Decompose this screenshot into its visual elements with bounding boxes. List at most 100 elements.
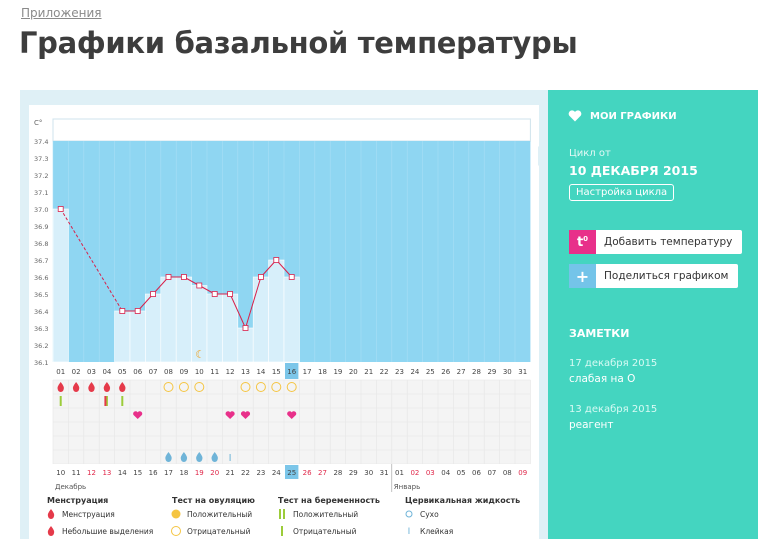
day-number-label: 17 [303, 368, 312, 376]
y-tick-label: 36.5 [34, 291, 48, 299]
temperature-chart[interactable]: С° 37.4 37.3 37.2 37.1 37.0 36.9 36.8 36.7 36.6 36… [29, 105, 539, 539]
cervical-fluid-drop-icon [165, 452, 172, 462]
date-label: 06 [472, 469, 481, 477]
cervical-sticky-icon: I [229, 453, 232, 464]
y-tick-label: 36.6 [34, 274, 48, 282]
breadcrumb[interactable]: Приложения [21, 6, 102, 20]
note-text[interactable]: слабая на О [569, 373, 636, 385]
y-tick-label: 36.9 [34, 223, 48, 231]
y-tick-label: 36.3 [34, 325, 48, 333]
page-title: Графики базальной температуры [19, 26, 578, 60]
temp-point [227, 291, 234, 297]
legend-title: Цервикальная жидкость [405, 496, 520, 505]
date-label: 17 [164, 469, 173, 477]
notes-title: ЗАМЕТКИ [569, 327, 630, 340]
ovulation-negative-icon [240, 382, 251, 392]
date-label: 23 [256, 469, 265, 477]
month-label: Январь [394, 483, 420, 491]
ovulation-negative-icon [178, 382, 189, 392]
temp-point [57, 206, 64, 212]
date-label: 19 [195, 469, 204, 477]
cycle-label: Цикл от [569, 148, 611, 159]
date-label: 31 [380, 469, 389, 477]
share-graph-button[interactable]: + Поделиться графиком [569, 264, 739, 288]
day-number-label: 14 [256, 368, 265, 376]
day-number-label: 06 [133, 368, 142, 376]
pregnancy-negative-icon [59, 396, 62, 406]
moon-icon: ☾ [195, 348, 205, 361]
temp-bar [145, 293, 162, 363]
cycle-settings-button[interactable]: Настройка цикла [569, 184, 675, 201]
pregnancy-negative-icon [105, 396, 108, 406]
day-number-label: 18 [318, 368, 327, 376]
y-tick-label: 36.1 [34, 359, 48, 367]
temp-line-segment [245, 276, 262, 329]
light-discharge-drop-icon [119, 382, 126, 392]
legend-drop-icon [47, 526, 55, 536]
day-number-label: 16 [287, 368, 296, 376]
y-tick-label: 37.1 [34, 189, 48, 197]
temp-point [180, 274, 187, 280]
temp-bar [52, 208, 69, 363]
temp-point [196, 282, 203, 289]
date-label: 10 [56, 469, 65, 477]
legend-drop-icon [405, 510, 413, 518]
date-label: 16 [149, 469, 158, 477]
day-number-label: 28 [472, 368, 481, 376]
sidebar: МОИ ГРАФИКИ Цикл от 10 ДЕКАБРЯ 2015 Наст… [538, 90, 758, 539]
temp-bar [206, 293, 223, 363]
menstruation-drop-icon [103, 382, 111, 392]
temp-bar [160, 276, 177, 363]
day-number-label: 19 [333, 368, 342, 376]
legend-item-label: Отрицательный [187, 527, 251, 536]
day-number-label: 12 [226, 368, 235, 376]
plot-top-area [52, 118, 531, 142]
date-label: 14 [118, 469, 127, 477]
date-label: 25 [287, 469, 296, 477]
date-label: 09 [518, 469, 527, 477]
heart-icon [225, 411, 235, 419]
temp-line-segment [229, 293, 246, 329]
cycle-date: 10 ДЕКАБРЯ 2015 [569, 163, 698, 178]
note-text[interactable]: реагент [569, 419, 614, 431]
day-number-label: 21 [364, 368, 373, 376]
y-tick-label: 36.8 [34, 240, 48, 248]
date-label: 24 [272, 469, 281, 477]
legend-circle-icon [171, 509, 181, 519]
legend-item-label: Сухо [420, 510, 439, 519]
ovulation-negative-icon [286, 382, 297, 392]
date-label: 29 [349, 469, 358, 477]
plus-icon: + [569, 264, 596, 288]
ovulation-negative-icon [163, 382, 174, 392]
share-graph-label: Поделиться графиком [604, 270, 729, 282]
add-temperature-label: Добавить температуру [604, 236, 733, 248]
y-tick-label: 37.3 [34, 155, 48, 163]
heart-icon [240, 411, 251, 419]
day-number-label: 25 [426, 368, 435, 376]
y-tick-label: 36.4 [34, 308, 48, 316]
date-label: 28 [333, 469, 342, 477]
day-number-label: 08 [164, 368, 173, 376]
date-label: 01 [395, 469, 404, 477]
date-label: 22 [241, 469, 250, 477]
temp-point [165, 274, 172, 280]
legend-item-label: Положительный [187, 510, 252, 519]
y-tick-label: 36.7 [34, 257, 48, 265]
day-number-label: 03 [87, 368, 96, 376]
legend-item-label: Менструация [62, 510, 115, 519]
my-graphs-link[interactable]: МОИ ГРАФИКИ [568, 110, 677, 122]
legend-title: Тест на овуляцию [172, 496, 255, 505]
y-axis-label: С° [34, 119, 42, 127]
ovulation-negative-icon [255, 382, 266, 392]
date-label: 08 [503, 469, 512, 477]
legend-drop-icon [47, 509, 55, 519]
date-label: 07 [487, 469, 496, 477]
temp-point [211, 291, 218, 297]
day-number-label: 07 [149, 368, 158, 376]
date-label: 15 [133, 469, 142, 477]
day-number-label: 04 [102, 368, 111, 376]
day-number-label: 13 [241, 368, 250, 376]
highlight-day-marker [285, 363, 299, 379]
